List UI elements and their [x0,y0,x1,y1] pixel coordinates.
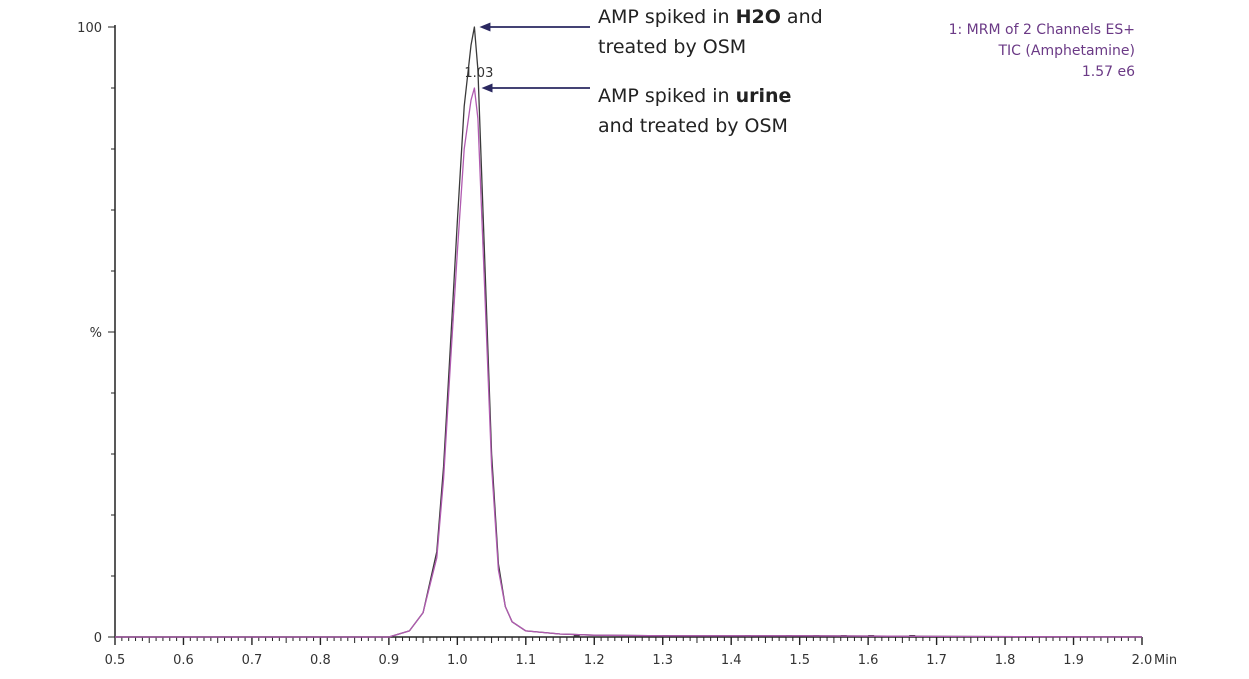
annotation-h2o-bold: H2O [735,6,781,28]
series-layer: 1.03 [115,26,1143,638]
annotation-h2o-line1: AMP spiked in H2O and [598,6,823,28]
x-tick-label: 0.8 [310,653,331,668]
x-tick-label: 1.5 [789,653,810,668]
x-tick-label: 1.4 [721,653,742,668]
x-tick-label: 1.0 [447,653,468,668]
annotation-h2o-line2: treated by OSM [598,36,747,58]
x-tick-label: 1.2 [584,653,605,668]
y-tick-label: 100 [77,21,102,36]
x-tick-label: 0.6 [173,653,194,668]
annotation-arrows [479,22,590,93]
annotation-urine-line2: and treated by OSM [598,115,788,137]
annotation-h2o: AMP spiked in H2O and treated by OSM [598,2,823,62]
channel-info-line3: 1.57 e6 [1081,64,1135,80]
x-tick-label: 2.0 [1132,653,1153,668]
x-tick-label: 1.9 [1063,653,1084,668]
peak-label: 1.03 [464,66,493,81]
y-tick-label: % [90,326,102,341]
series-line-2 [115,87,1143,638]
x-tick-label: 1.7 [926,653,947,668]
annotation-urine-bold: urine [735,85,792,107]
x-tick-label: 1.6 [858,653,879,668]
arrow-h2o-head [479,22,491,32]
arrow-urine-head [481,83,493,93]
channel-info-line2: TIC (Amphetamine) [998,43,1136,59]
x-axis-unit: Min [1154,653,1177,668]
channel-info-line1: 1: MRM of 2 Channels ES+ [948,22,1135,38]
x-tick-label: 1.8 [995,653,1016,668]
x-tick-label: 1.1 [515,653,536,668]
y-tick-label: 0 [94,631,102,646]
channel-info: 1: MRM of 2 Channels ES+ TIC (Amphetamin… [949,20,1135,83]
annotation-urine: AMP spiked in urine and treated by OSM [598,81,791,141]
x-tick-label: 0.9 [379,653,400,668]
annotation-urine-line1: AMP spiked in urine [598,85,792,107]
x-tick-label: 0.7 [242,653,263,668]
x-tick-label: 1.3 [652,653,673,668]
x-tick-label: 0.5 [105,653,126,668]
